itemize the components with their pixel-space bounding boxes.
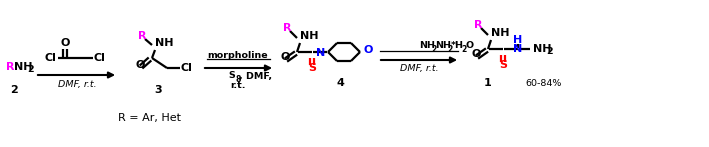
Text: , DMF,: , DMF, — [239, 71, 272, 81]
Text: Cl: Cl — [44, 53, 56, 63]
Text: R: R — [283, 23, 291, 33]
Text: R: R — [474, 20, 483, 30]
Text: O: O — [135, 60, 145, 70]
Text: O: O — [471, 49, 481, 59]
Text: NH: NH — [155, 38, 174, 48]
Text: 4: 4 — [336, 78, 344, 88]
Text: R = Ar, Het: R = Ar, Het — [118, 113, 181, 123]
Text: R: R — [138, 31, 147, 41]
Text: O: O — [465, 41, 473, 51]
Text: H: H — [513, 35, 523, 45]
Text: S: S — [499, 60, 507, 70]
Text: NH: NH — [300, 31, 318, 41]
Text: NH: NH — [435, 41, 451, 51]
Text: S: S — [228, 71, 235, 81]
Text: 8: 8 — [235, 75, 240, 83]
Text: 2: 2 — [546, 47, 552, 56]
Text: 60-84%: 60-84% — [525, 78, 562, 87]
Text: 2: 2 — [447, 45, 452, 54]
Text: O: O — [280, 52, 290, 62]
Text: N: N — [316, 48, 325, 58]
Text: DMF, r.t.: DMF, r.t. — [57, 81, 96, 90]
Text: morpholine: morpholine — [208, 51, 268, 60]
Text: 2: 2 — [461, 45, 467, 54]
Text: NH: NH — [491, 28, 510, 38]
Text: 1: 1 — [484, 78, 492, 88]
Text: 2: 2 — [27, 66, 33, 75]
Text: 3: 3 — [154, 85, 162, 95]
Text: 2: 2 — [431, 45, 436, 54]
Text: r.t.: r.t. — [230, 81, 246, 90]
Text: 2: 2 — [10, 85, 18, 95]
Text: N: N — [513, 44, 523, 54]
Text: NH: NH — [419, 41, 435, 51]
Text: S: S — [308, 63, 316, 73]
Text: DMF, r.t.: DMF, r.t. — [400, 65, 438, 74]
Text: *H: *H — [451, 41, 464, 51]
Text: Cl: Cl — [93, 53, 105, 63]
Text: NH: NH — [14, 62, 33, 72]
Text: R: R — [6, 62, 14, 72]
Text: O: O — [364, 45, 374, 55]
Text: NH: NH — [533, 44, 552, 54]
Text: O: O — [60, 38, 69, 48]
Text: Cl: Cl — [180, 63, 192, 73]
